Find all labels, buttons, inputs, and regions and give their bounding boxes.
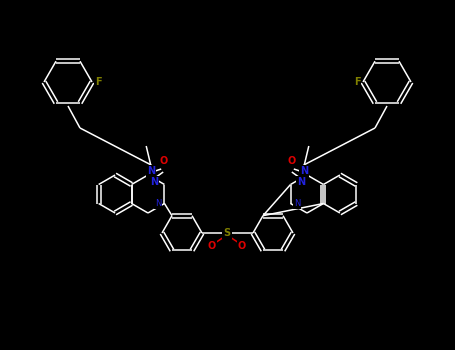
Text: N: N [297, 177, 305, 187]
Text: O: O [288, 156, 296, 166]
Text: N: N [300, 166, 308, 176]
Text: N: N [147, 166, 155, 176]
Text: S: S [223, 228, 231, 238]
Text: F: F [95, 77, 101, 87]
Text: N: N [150, 177, 158, 187]
Text: F: F [354, 77, 360, 87]
Text: N: N [294, 199, 300, 208]
Text: O: O [238, 241, 246, 251]
Text: O: O [208, 241, 216, 251]
Text: N: N [155, 199, 161, 208]
Text: O: O [159, 156, 167, 166]
